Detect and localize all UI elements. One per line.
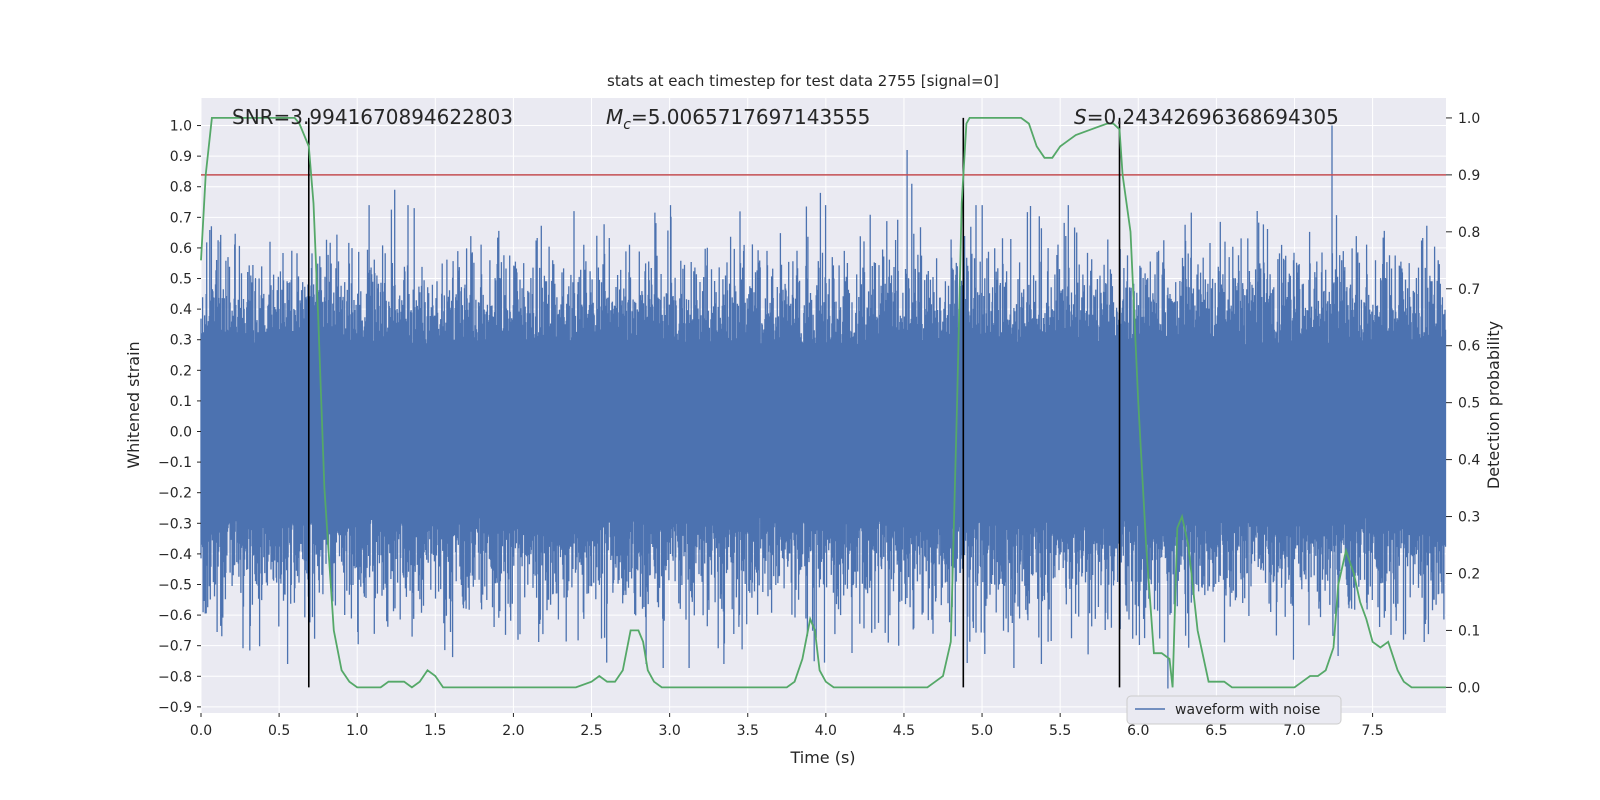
x-tick-label: 4.5 bbox=[893, 723, 915, 739]
y-right-tick-label: 0.2 bbox=[1458, 566, 1480, 582]
y-right-tick-label: 0.6 bbox=[1458, 339, 1480, 355]
y-axis-right-label: Detection probability bbox=[1484, 321, 1503, 489]
y-right-tick-label: 0.4 bbox=[1458, 453, 1480, 469]
legend-label: waveform with noise bbox=[1175, 702, 1320, 718]
y-left-tick-label: 0.5 bbox=[170, 272, 192, 288]
s-value: =0.24342696368694305 bbox=[1087, 105, 1339, 129]
x-tick-label: 1.0 bbox=[346, 723, 368, 739]
x-tick-label: 1.5 bbox=[424, 723, 446, 739]
y-right-tick-label: 0.9 bbox=[1458, 168, 1480, 184]
y-left-tick-label: 0.4 bbox=[170, 302, 192, 318]
chirp-mass-annotation: Mc=5.0065717697143555 bbox=[606, 105, 870, 133]
x-tick-label: 7.0 bbox=[1283, 723, 1305, 739]
x-tick-label: 2.0 bbox=[502, 723, 524, 739]
x-axis: 0.0 0.5 1.0 1.5 2.0 2.5 3.0 3.5 4.0 4.5 5.0 5.5 6.0 6… bbox=[190, 713, 1384, 739]
x-tick-label: 5.5 bbox=[1049, 723, 1071, 739]
x-tick-label: 3.0 bbox=[658, 723, 680, 739]
x-tick-label: 5.0 bbox=[971, 723, 993, 739]
y-left-tick-label: −0.2 bbox=[158, 486, 192, 502]
y-right-tick-label: 0.8 bbox=[1458, 225, 1480, 241]
y-right-tick-label: 0.7 bbox=[1458, 282, 1480, 298]
y-left-tick-label: 0.8 bbox=[170, 180, 192, 196]
x-tick-label: 2.5 bbox=[580, 723, 602, 739]
chirp-mass-symbol: M bbox=[606, 105, 623, 129]
x-tick-label: 3.5 bbox=[737, 723, 759, 739]
y-left-tick-label: −0.8 bbox=[158, 669, 192, 685]
x-tick-label: 0.0 bbox=[190, 723, 212, 739]
y-axis-left: 1.0 0.9 0.8 0.7 0.6 0.5 0.4 0.3 0.2 0.1 0.0 −0.1 −0.… bbox=[158, 119, 201, 716]
y-left-tick-label: 0.9 bbox=[170, 149, 192, 165]
y-left-tick-label: 0.6 bbox=[170, 241, 192, 257]
legend-box bbox=[1126, 695, 1342, 725]
y-left-tick-label: −0.5 bbox=[158, 577, 192, 593]
x-tick-label: 6.5 bbox=[1205, 723, 1227, 739]
y-left-tick-label: 0.1 bbox=[170, 394, 192, 410]
y-left-tick-label: 0.7 bbox=[170, 210, 192, 226]
y-axis-left-label: Whitened strain bbox=[124, 341, 143, 468]
probability-line bbox=[200, 117, 1446, 689]
s-annotation: S=0.24342696368694305 bbox=[1074, 105, 1339, 129]
x-tick-label: 6.0 bbox=[1127, 723, 1149, 739]
y-left-tick-label: −0.7 bbox=[158, 639, 192, 655]
y-left-tick-label: −0.3 bbox=[158, 516, 192, 532]
chirp-mass-subscript: c bbox=[623, 117, 631, 133]
y-left-tick-label: 0.2 bbox=[170, 363, 192, 379]
y-right-tick-label: 0.5 bbox=[1458, 396, 1480, 412]
y-left-tick-label: −0.6 bbox=[158, 608, 192, 624]
y-left-tick-label: 0.3 bbox=[170, 333, 192, 349]
y-left-tick-label: −0.4 bbox=[158, 547, 192, 563]
legend: waveform with noise bbox=[1126, 695, 1342, 725]
x-tick-label: 4.0 bbox=[815, 723, 837, 739]
y-axis-right: 1.0 0.9 0.8 0.7 0.6 0.5 0.4 0.3 0.2 0.1 0.0 bbox=[1446, 111, 1480, 696]
snr-annotation: SNR=3.9941670894622803 bbox=[232, 105, 513, 129]
y-left-tick-label: −0.1 bbox=[158, 455, 192, 471]
x-axis-label: Time (s) bbox=[789, 748, 855, 767]
y-right-tick-label: 0.3 bbox=[1458, 510, 1480, 526]
y-right-tick-label: 0.0 bbox=[1458, 680, 1480, 696]
s-symbol: S bbox=[1074, 105, 1087, 129]
x-tick-label: 0.5 bbox=[268, 723, 290, 739]
y-right-tick-label: 1.0 bbox=[1458, 111, 1480, 127]
y-right-tick-label: 0.1 bbox=[1458, 623, 1480, 639]
y-left-tick-label: −0.9 bbox=[158, 700, 192, 716]
y-left-tick-label: 0.0 bbox=[170, 425, 192, 441]
strain-series bbox=[200, 125, 1447, 689]
strain-line bbox=[200, 125, 1447, 689]
chart-title: stats at each timestep for test data 275… bbox=[607, 72, 999, 90]
x-tick-label: 7.5 bbox=[1361, 723, 1383, 739]
chirp-mass-value: =5.0065717697143555 bbox=[631, 105, 870, 129]
overlay bbox=[200, 117, 1446, 689]
y-left-tick-label: 1.0 bbox=[170, 119, 192, 135]
